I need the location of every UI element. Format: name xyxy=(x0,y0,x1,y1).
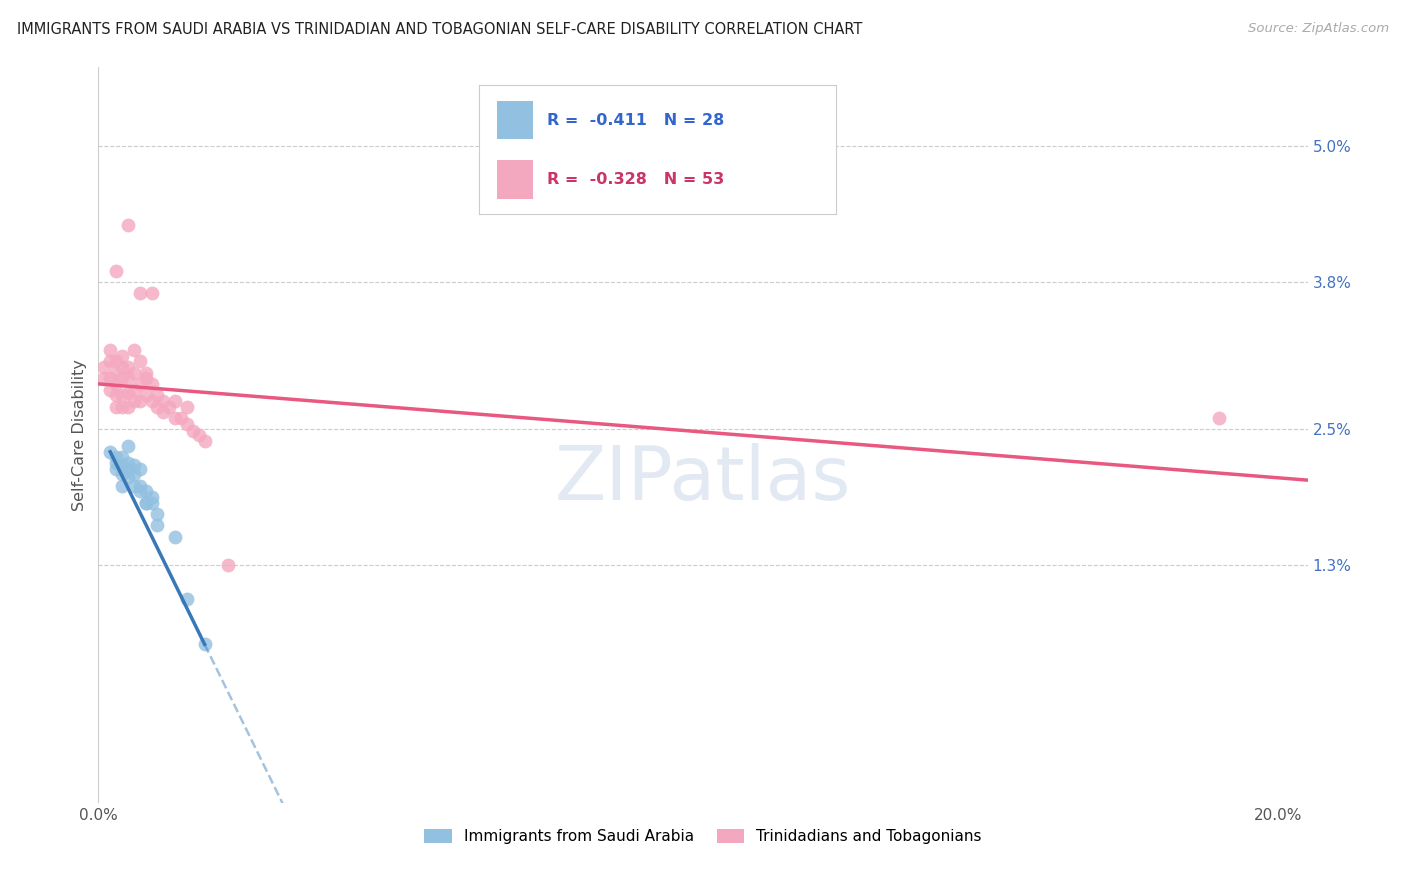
Point xyxy=(157,400,180,414)
Point xyxy=(93,371,115,385)
Point xyxy=(122,467,145,482)
Point xyxy=(111,467,134,482)
Point xyxy=(117,462,139,476)
Point xyxy=(141,496,163,510)
Point xyxy=(135,388,157,402)
Point xyxy=(111,371,134,385)
Point xyxy=(152,405,174,419)
Point xyxy=(152,393,174,408)
Point xyxy=(105,462,128,476)
Point xyxy=(165,393,187,408)
Point xyxy=(105,263,128,277)
Point xyxy=(128,462,150,476)
Point xyxy=(176,592,198,607)
Point xyxy=(122,393,145,408)
Point xyxy=(141,490,163,504)
Point xyxy=(105,376,128,391)
Text: Source: ZipAtlas.com: Source: ZipAtlas.com xyxy=(1249,22,1389,36)
Point xyxy=(1208,410,1230,425)
Point xyxy=(128,286,150,301)
Point xyxy=(117,386,139,401)
Point xyxy=(217,558,239,572)
Point xyxy=(117,359,139,374)
Point xyxy=(135,371,157,385)
Point xyxy=(111,349,134,363)
Point xyxy=(128,393,150,408)
Point xyxy=(111,359,134,374)
Point xyxy=(141,393,163,408)
Point xyxy=(105,450,128,465)
Text: IMMIGRANTS FROM SAUDI ARABIA VS TRINIDADIAN AND TOBAGONIAN SELF-CARE DISABILITY : IMMIGRANTS FROM SAUDI ARABIA VS TRINIDAD… xyxy=(17,22,862,37)
Point xyxy=(117,469,139,483)
Point xyxy=(146,400,169,414)
Point xyxy=(194,637,217,651)
Point xyxy=(194,434,217,448)
Point xyxy=(111,450,134,465)
Point xyxy=(105,388,128,402)
Point xyxy=(135,496,157,510)
Point xyxy=(105,354,128,368)
Point xyxy=(122,383,145,397)
Point xyxy=(122,458,145,473)
Point xyxy=(146,518,169,533)
Point xyxy=(135,484,157,499)
Point xyxy=(122,479,145,493)
Point xyxy=(128,376,150,391)
Point xyxy=(187,427,209,442)
Point xyxy=(117,371,139,385)
Point xyxy=(122,343,145,357)
Point xyxy=(170,410,193,425)
Point xyxy=(181,425,204,439)
Point xyxy=(165,410,187,425)
Point xyxy=(105,366,128,380)
Point xyxy=(165,530,187,544)
Point xyxy=(146,388,169,402)
Point xyxy=(98,371,121,385)
Point xyxy=(117,219,139,233)
Point xyxy=(176,400,198,414)
Point xyxy=(111,400,134,414)
Text: ZIPatlas: ZIPatlas xyxy=(555,442,851,516)
Point xyxy=(117,456,139,470)
Point xyxy=(105,456,128,470)
Point xyxy=(141,376,163,391)
Point xyxy=(141,286,163,301)
Point xyxy=(117,400,139,414)
Point xyxy=(98,354,121,368)
Point xyxy=(98,383,121,397)
Point xyxy=(122,366,145,380)
Point xyxy=(135,496,157,510)
Point xyxy=(105,400,128,414)
Point xyxy=(117,439,139,453)
Point xyxy=(128,479,150,493)
Y-axis label: Self-Care Disability: Self-Care Disability xyxy=(72,359,87,511)
Point xyxy=(93,359,115,374)
Point xyxy=(98,445,121,459)
Point xyxy=(128,484,150,499)
Point xyxy=(176,417,198,431)
Point xyxy=(146,507,169,521)
Point xyxy=(135,366,157,380)
Point xyxy=(111,458,134,473)
Legend: Immigrants from Saudi Arabia, Trinidadians and Tobagonians: Immigrants from Saudi Arabia, Trinidadia… xyxy=(418,823,988,850)
Point xyxy=(98,343,121,357)
Point xyxy=(111,388,134,402)
Point xyxy=(128,354,150,368)
Point xyxy=(111,479,134,493)
